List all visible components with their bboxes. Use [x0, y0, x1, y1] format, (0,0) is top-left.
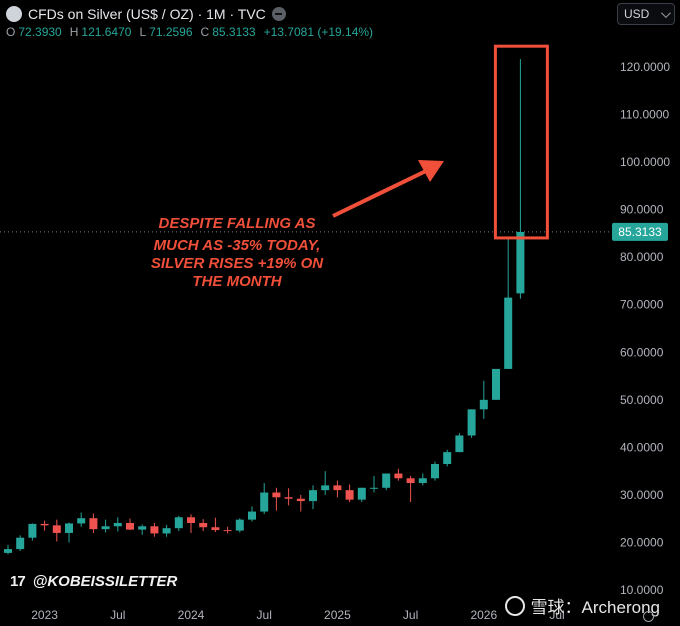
- silver-symbol-icon: [6, 6, 22, 22]
- ohlc-value: 71.2596: [149, 25, 193, 39]
- x-tick-label: 2025: [324, 608, 351, 622]
- x-tick-label: 2023: [31, 608, 58, 622]
- y-tick-label: 50.0000: [620, 393, 664, 407]
- candle-body: [492, 368, 500, 400]
- ohlc-legend: O 72.3930 H 121.6470 L 71.2596 C 85.3133 +13.708…: [6, 25, 378, 39]
- highlight-box: [493, 44, 549, 240]
- candle-body: [65, 523, 73, 533]
- candle-body: [260, 492, 269, 512]
- y-tick-label: 40.0000: [620, 440, 664, 454]
- arrow-head-icon: [418, 160, 444, 182]
- candle-body: [28, 523, 37, 538]
- xueqiu-logo-icon: [504, 595, 525, 616]
- ohlc-value: 72.3930: [18, 25, 62, 39]
- settings-icon[interactable]: [643, 611, 654, 622]
- candle-body: [162, 528, 171, 534]
- candle-body: [296, 498, 305, 502]
- annotation-line: SILVER RISES +19% ON: [151, 255, 324, 272]
- candle-body: [199, 522, 208, 528]
- candle-body: [4, 549, 12, 553]
- hide-legend-icon[interactable]: [271, 7, 286, 21]
- candle-body: [223, 530, 232, 532]
- candle-body: [101, 526, 110, 530]
- x-tick-label: Jul: [403, 608, 418, 622]
- y-tick-label: 30.0000: [620, 488, 664, 502]
- candle-body: [248, 511, 256, 520]
- watermark: 17 @KOBEISSILETTER: [10, 573, 177, 590]
- annotation-line: DESPITE FALLING AS: [159, 215, 316, 232]
- y-tick-label: 90.0000: [620, 203, 664, 217]
- candle-body: [40, 523, 49, 526]
- annotation-arrow: [332, 168, 429, 218]
- xueqiu-overlay: 雪球：Archerong: [504, 593, 660, 618]
- y-tick-label: 10.0000: [620, 583, 664, 597]
- candle-body: [431, 464, 439, 479]
- y-tick-label: 80.0000: [620, 250, 664, 264]
- candle-body: [52, 525, 61, 533]
- candle-body: [138, 526, 147, 530]
- candle-body: [272, 492, 281, 498]
- tradingview-logo-icon: 17: [10, 573, 26, 590]
- candle-body: [113, 522, 122, 527]
- candle-body: [284, 497, 293, 499]
- y-tick-label: 20.0000: [620, 535, 664, 549]
- symbol-title: CFDs on Silver (US$ / OZ) · 1M · TVC: [28, 6, 266, 22]
- candle-body: [394, 473, 403, 479]
- candle-body: [77, 518, 86, 524]
- ohlc-key: H: [69, 25, 79, 39]
- ohlc-value: +13.7081 (+19.14%): [263, 25, 374, 39]
- candle-body: [516, 231, 525, 294]
- candle-body: [345, 490, 354, 500]
- x-tick-label: Jul: [549, 608, 564, 622]
- y-tick-label: 100.0000: [620, 155, 670, 169]
- candle-body: [126, 522, 134, 530]
- x-tick-label: Jul: [110, 608, 125, 622]
- candle-body: [235, 519, 244, 531]
- currency-select[interactable]: USD: [617, 3, 675, 25]
- candle-body: [321, 485, 330, 491]
- x-tick-label: 2026: [470, 608, 497, 622]
- candle-body: [467, 409, 476, 436]
- y-tick-label: 110.0000: [620, 108, 669, 122]
- candle-body: [357, 487, 366, 500]
- candle-body: [174, 517, 183, 529]
- ohlc-key: O: [6, 25, 16, 39]
- candle-body: [309, 490, 317, 502]
- candle-body: [16, 537, 25, 550]
- candle-body: [504, 297, 513, 369]
- ohlc-key: L: [139, 25, 147, 39]
- last-price-tag: [612, 222, 668, 241]
- candle-body: [418, 478, 427, 484]
- y-tick-label: 60.0000: [620, 345, 664, 359]
- candle-body: [333, 485, 342, 491]
- candle-body: [455, 435, 464, 453]
- watermark-handle: @KOBEISSILETTER: [32, 573, 178, 590]
- last-price-label: 85.3133: [618, 225, 662, 239]
- ohlc-key: C: [200, 25, 210, 39]
- x-tick-label: Jul: [257, 608, 272, 622]
- y-tick-label: 70.0000: [620, 298, 664, 312]
- candle-body: [479, 399, 488, 410]
- annotation-line: THE MONTH: [192, 273, 282, 290]
- symbol-header[interactable]: CFDs on Silver (US$ / OZ) · 1M · TVC: [6, 5, 286, 23]
- candle-body: [187, 517, 195, 523]
- candle-body: [89, 518, 98, 530]
- candle-body: [406, 478, 415, 484]
- candle-body: [370, 487, 378, 489]
- xueqiu-text: 雪球：Archerong: [530, 598, 660, 617]
- candle-body: [150, 526, 159, 534]
- ohlc-value: 85.3133: [212, 25, 256, 39]
- y-tick-label: 120.0000: [620, 60, 670, 74]
- x-tick-label: 2024: [178, 608, 205, 622]
- annotation-line: MUCH AS -35% TODAY,: [154, 237, 321, 254]
- candle-body: [211, 527, 220, 531]
- candle-body: [443, 452, 452, 465]
- candle-body: [382, 473, 391, 488]
- currency-label: USD: [624, 7, 650, 21]
- ohlc-value: 121.6470: [81, 25, 132, 39]
